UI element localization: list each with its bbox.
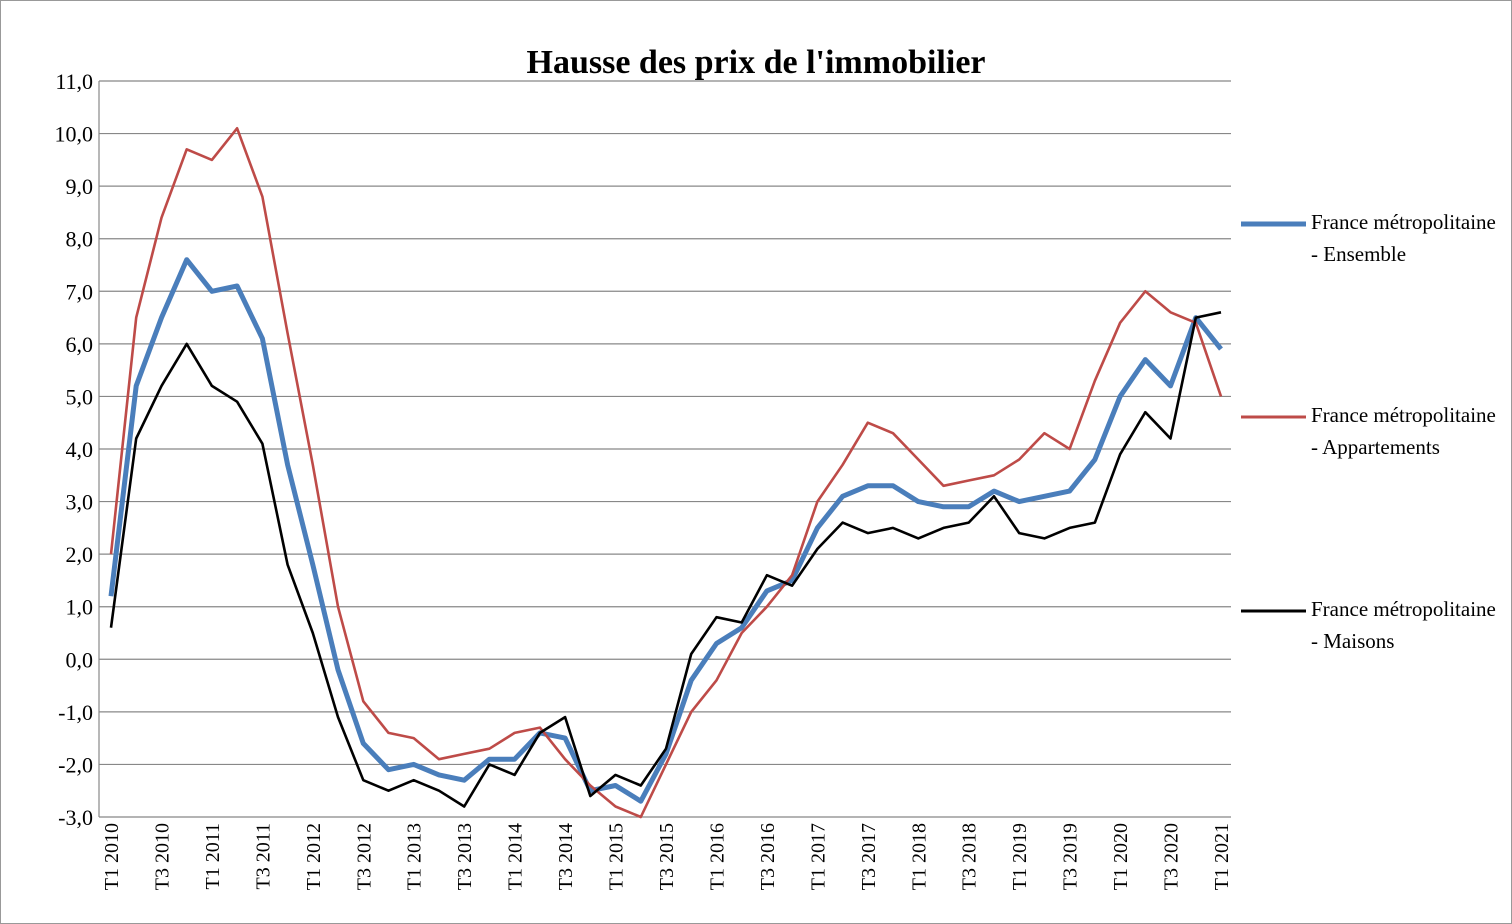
x-tick-label: T1 2021 (1211, 823, 1233, 890)
line-series (109, 311, 1222, 808)
x-tick-label: T3 2020 (1161, 823, 1183, 890)
x-tick-label: T1 2011 (202, 823, 224, 889)
x-tick-label: T1 2020 (1110, 823, 1132, 890)
x-tick-label: T1 2013 (404, 823, 426, 890)
y-tick-label: -3,0 (58, 805, 93, 830)
x-tick-label: T1 2015 (606, 823, 628, 890)
x-tick-label: T3 2011 (252, 823, 274, 889)
x-tick-label: T3 2013 (454, 823, 476, 890)
legend-label: France métropolitaine - Appartements (1311, 403, 1496, 459)
y-tick-label: 4,0 (66, 437, 94, 462)
x-tick-label: T1 2017 (807, 823, 829, 890)
x-tick-label: T1 2014 (505, 823, 527, 890)
y-tick-label: 9,0 (66, 174, 94, 199)
y-tick-label: 6,0 (66, 332, 94, 357)
x-tick-label: T3 2012 (353, 823, 375, 890)
x-tick-label: T3 2016 (757, 823, 779, 890)
x-tick-label: T3 2014 (555, 823, 577, 890)
x-tick-label: T1 2010 (101, 823, 123, 890)
y-tick-label: 11,0 (55, 69, 93, 94)
y-tick-label: 10,0 (55, 122, 94, 147)
y-tick-label: 5,0 (66, 384, 94, 409)
x-tick-label: T3 2015 (656, 823, 678, 890)
x-tick-label: T3 2010 (151, 823, 173, 890)
y-tick-label: 8,0 (66, 227, 94, 252)
legend-label: France métropolitaine - Maisons (1311, 597, 1496, 653)
x-tick-label: T1 2019 (1009, 823, 1031, 890)
x-tick-label: T3 2018 (959, 823, 981, 890)
line-series (109, 127, 1223, 819)
legend-label: France métropolitaine - Ensemble (1311, 210, 1496, 266)
x-tick-label: T1 2012 (303, 823, 325, 890)
x-tick-label: T3 2019 (1060, 823, 1082, 890)
y-tick-label: 2,0 (66, 542, 94, 567)
chart-title: Hausse des prix de l'immobilier (527, 44, 986, 81)
x-tick-label: T1 2016 (706, 823, 728, 890)
y-tick-label: 3,0 (66, 490, 94, 515)
y-tick-label: -1,0 (58, 700, 93, 725)
x-tick-label: T1 2018 (908, 823, 930, 890)
line-series (108, 257, 1223, 804)
y-tick-label: -2,0 (58, 752, 93, 777)
x-tick-label: T3 2017 (858, 823, 880, 890)
y-tick-label: 7,0 (66, 279, 94, 304)
y-tick-label: 1,0 (66, 595, 94, 620)
y-tick-label: 0,0 (66, 647, 94, 672)
